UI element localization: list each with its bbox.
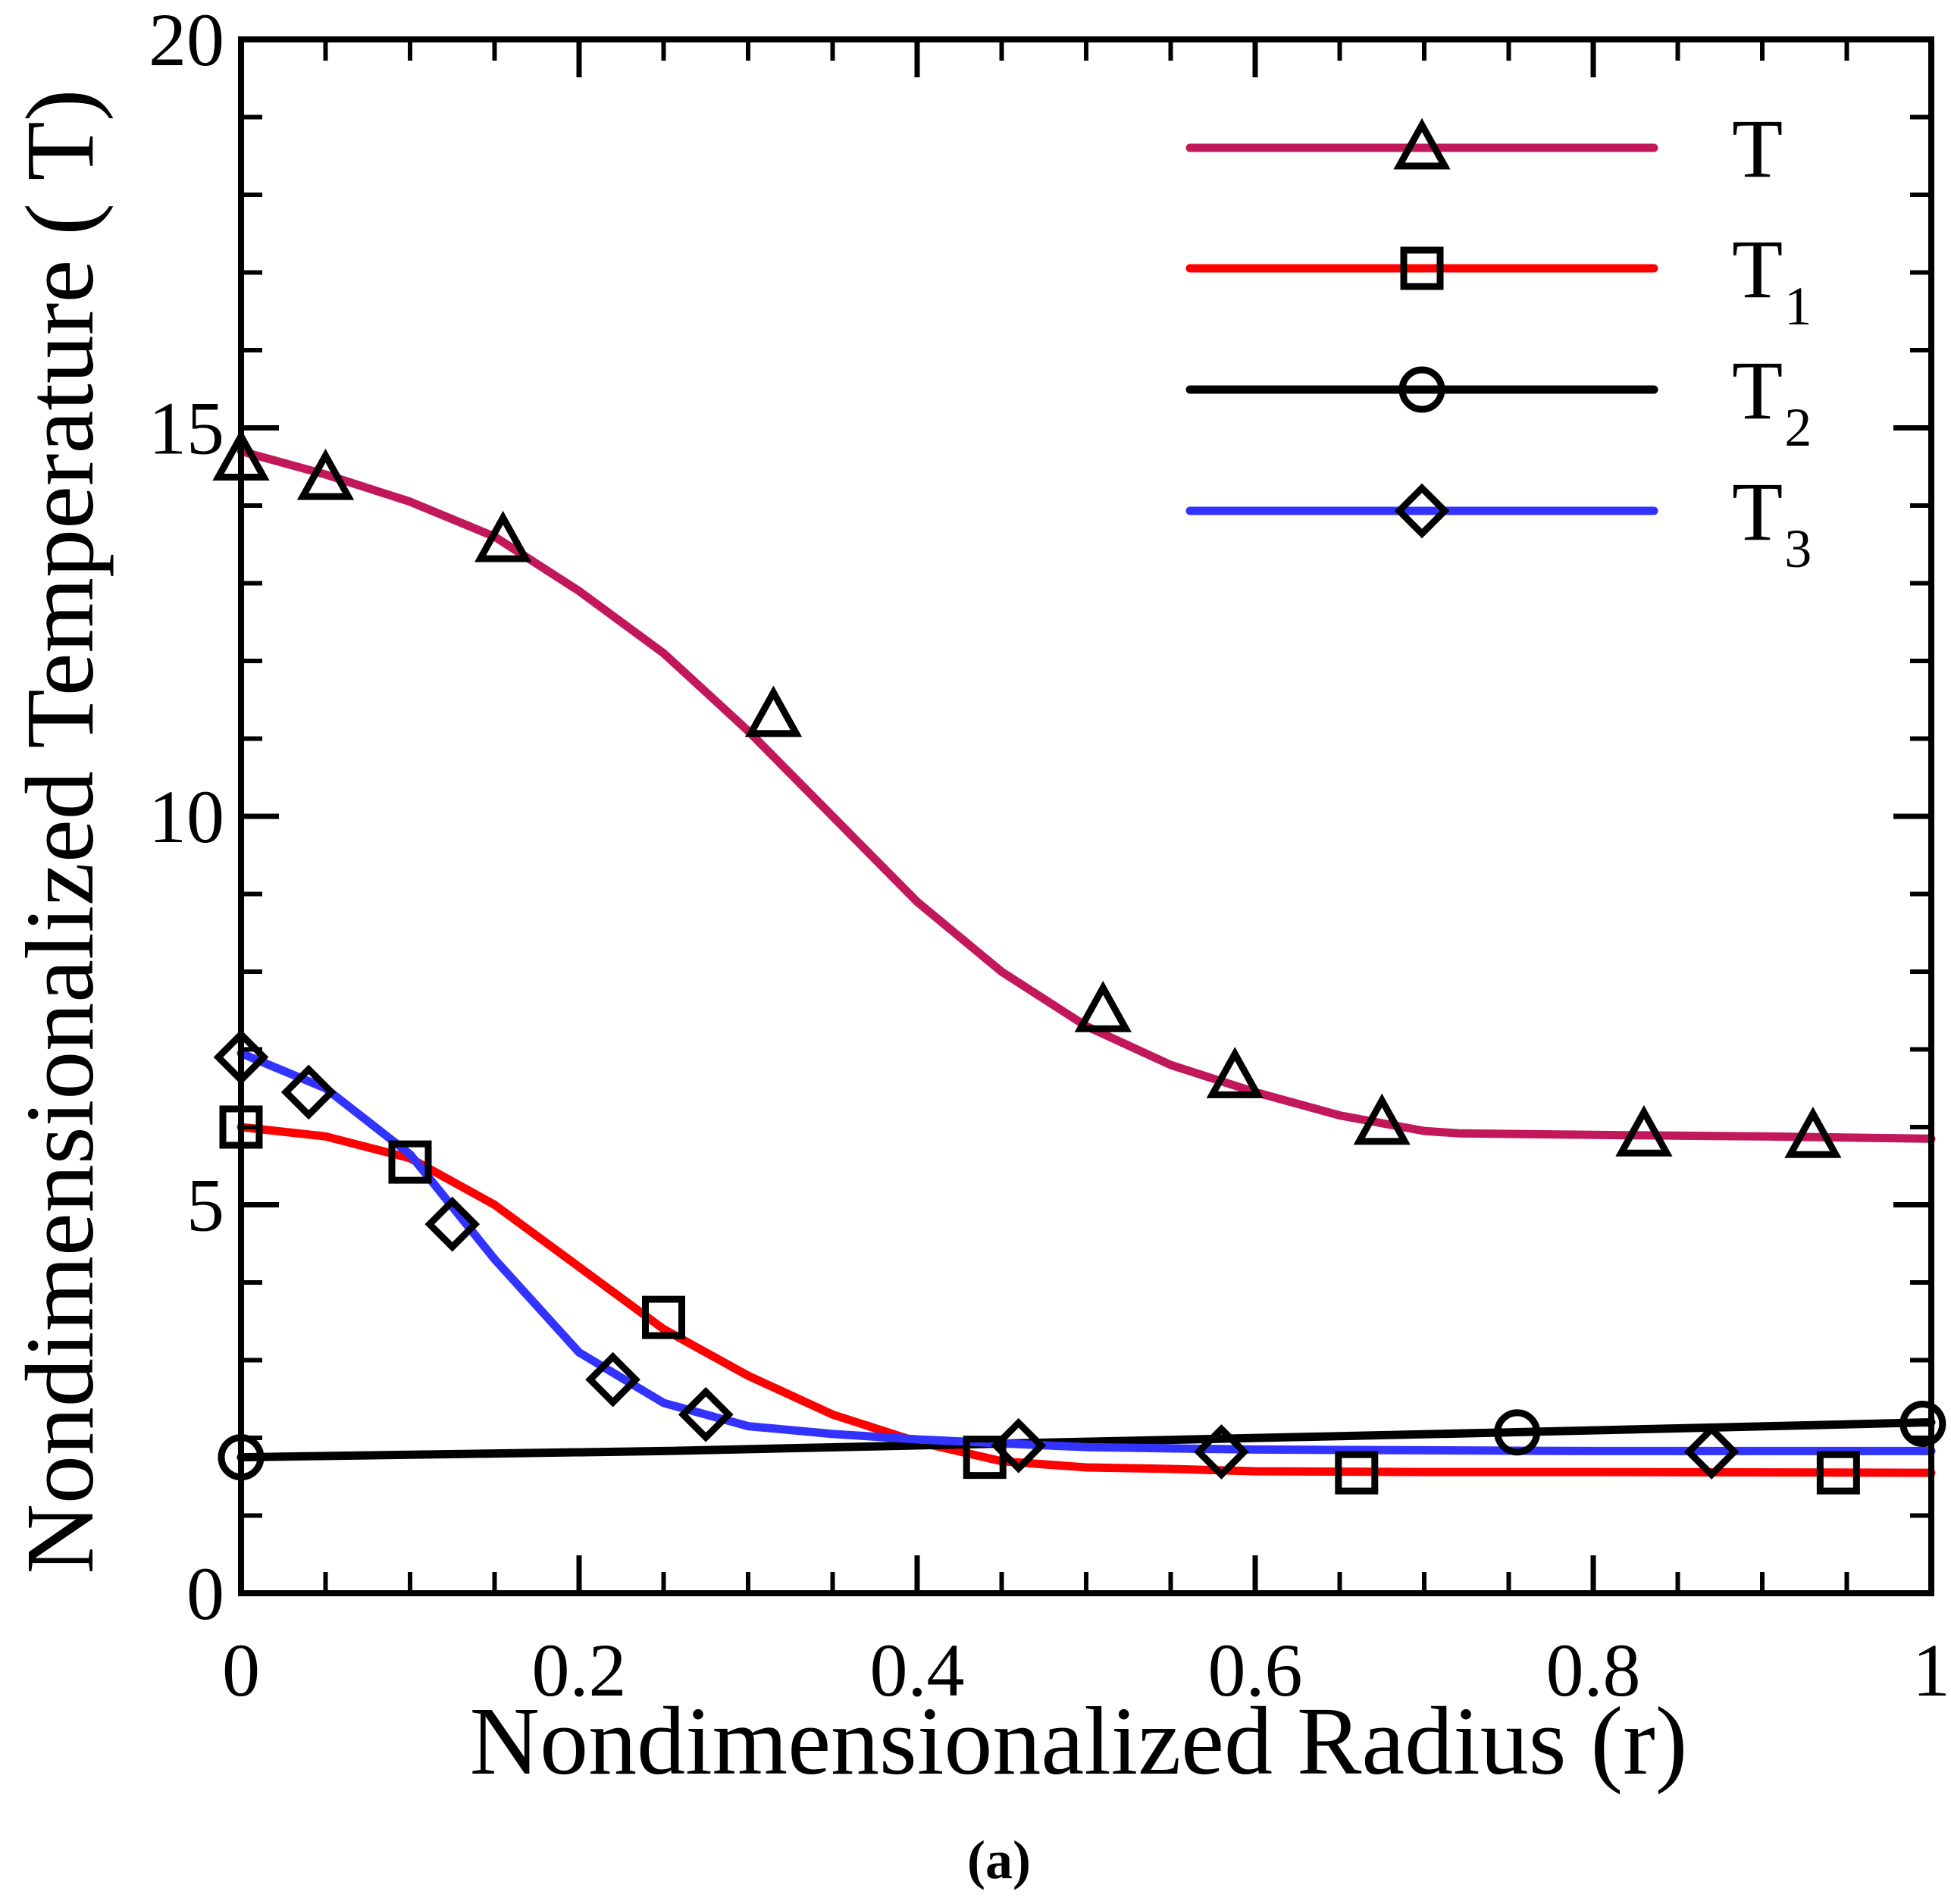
- x-tick-label: 0.2: [532, 1628, 627, 1712]
- data-point-t1: [388, 1140, 432, 1184]
- data-point-t: [744, 685, 803, 737]
- x-tick-label: 0.4: [870, 1628, 965, 1712]
- data-point-t: [1074, 980, 1132, 1032]
- x-tick-label: 0.8: [1546, 1628, 1641, 1712]
- series-line-t2: [236, 1418, 1936, 1462]
- series-lines: [236, 446, 1936, 1477]
- x-tick-label: 0: [222, 1628, 260, 1712]
- legend-marker-t2: [1398, 366, 1445, 413]
- data-point-t2: [1494, 1409, 1541, 1456]
- x-axis-title: Nondimensionalized Radius (r): [470, 1687, 1688, 1795]
- series-line-t: [236, 446, 1936, 1143]
- legend-label-t3: T3: [1732, 465, 1812, 579]
- data-point-t3: [991, 1417, 1047, 1473]
- y-tick-label: 20: [149, 0, 224, 82]
- y-tick-label: 5: [186, 1163, 224, 1248]
- x-tick-label: 1: [1912, 1628, 1950, 1712]
- data-point-t3: [280, 1064, 337, 1120]
- data-point-t3: [1194, 1424, 1249, 1480]
- data-point-t1: [642, 1295, 685, 1339]
- legend-marker-t: [1393, 117, 1451, 170]
- y-tick-label: 0: [186, 1552, 224, 1636]
- legend-marker-t3: [1394, 483, 1450, 539]
- data-point-t3: [1683, 1424, 1740, 1480]
- data-point-t3: [424, 1196, 481, 1252]
- x-tick-label: 0.6: [1208, 1628, 1303, 1712]
- series-markers: [212, 429, 1946, 1495]
- data-point-t1: [1335, 1451, 1379, 1495]
- data-point-t: [296, 448, 355, 500]
- data-point-t3: [678, 1386, 734, 1442]
- data-point-t2: [1899, 1401, 1946, 1448]
- figure-caption: (a): [967, 1830, 1031, 1890]
- data-point-t: [1353, 1093, 1411, 1145]
- data-point-t: [1206, 1047, 1264, 1098]
- data-point-t1: [1816, 1451, 1860, 1495]
- legend-label-t1: T1: [1732, 223, 1812, 337]
- legend-marker-t1: [1400, 246, 1444, 290]
- y-tick-label: 10: [149, 775, 224, 859]
- legend-label-t2: T2: [1732, 344, 1812, 458]
- y-tick-label: 15: [149, 387, 224, 471]
- data-point-t: [474, 510, 532, 562]
- series-line-t3: [236, 1049, 1936, 1455]
- data-point-t: [1784, 1107, 1842, 1158]
- series-line-t1: [236, 1123, 1936, 1477]
- data-point-t3: [585, 1351, 640, 1408]
- y-axis-title: Nondimensionalized Temperature ( T): [6, 89, 114, 1574]
- data-point-t: [1615, 1104, 1673, 1157]
- plot-frame: [238, 36, 1934, 1596]
- axis-ticks: [238, 36, 1934, 1596]
- legend-label-t: T: [1732, 102, 1783, 195]
